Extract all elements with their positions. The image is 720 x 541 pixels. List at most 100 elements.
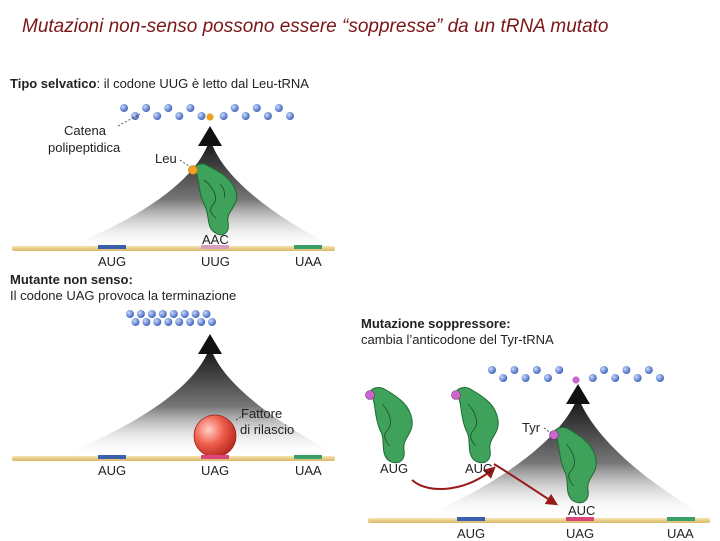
codon-uaa-mark-3 (667, 517, 695, 521)
amino-acid-bead (131, 318, 140, 326)
amino-acid-bead (274, 104, 283, 112)
amino-acid-bead (521, 374, 530, 382)
chain-terminal-leu (206, 113, 214, 121)
anticodon-bound: AUC (568, 503, 596, 518)
codon-uag-mark-3 (566, 517, 594, 521)
exit-arrowhead (198, 126, 222, 146)
amino-acid-bead (544, 374, 552, 382)
amino-acid-bead (186, 318, 195, 326)
chain-label-line2: polipeptidica (48, 140, 121, 155)
mutation-arrow (411, 466, 496, 491)
amino-acid-bead (656, 374, 664, 382)
codon-uag-3: UAG (566, 526, 595, 541)
amino-acid-bead (633, 374, 642, 382)
amino-acid-bead (142, 318, 151, 326)
codon-uug: UUG (201, 254, 230, 269)
amino-acid-bead (611, 374, 620, 382)
amino-acid-bead (147, 310, 156, 318)
codon-aug-1: AUG (98, 254, 127, 269)
tyr-trna-mutated (456, 387, 499, 464)
codon-aug-3: AUG (457, 526, 486, 541)
chain-pointer (117, 113, 141, 127)
tyr-amino-acid-bound (549, 430, 559, 440)
codon-uaa-3: UAA (667, 526, 694, 541)
suppressor-heading-line2: cambia l’anticodone del Tyr-tRNA (361, 332, 554, 347)
release-factor-label-line1: Fattore (241, 406, 283, 421)
release-factor-pointer (235, 415, 243, 421)
ribosome-cone-2 (60, 346, 340, 456)
codon-uaa-mark-1 (294, 245, 322, 249)
codon-aug-mark-2 (98, 455, 126, 459)
nonsense-heading-line2: Il codone UAG provoca la terminazione (10, 288, 237, 303)
ribosome-cone (60, 138, 340, 250)
amino-acid-bead (219, 112, 228, 120)
amino-acid-bead (175, 318, 184, 326)
amino-acid-bead (164, 104, 173, 112)
amino-acid-bead (136, 310, 145, 318)
release-factor-label-line2: di rilascio (240, 422, 295, 437)
tyr-trna-original (370, 387, 413, 464)
amino-acid-bead (241, 112, 250, 120)
amino-acid-bead (488, 366, 496, 374)
amino-acid-bead (510, 366, 519, 374)
exit-arrowhead-2 (198, 334, 222, 354)
amino-acid-bead (252, 104, 261, 112)
codon-aug-2: AUG (98, 463, 127, 478)
leu-label: Leu (155, 151, 177, 166)
nonsense-heading-line1: Mutante non senso: (10, 272, 133, 287)
wild-type-panel (12, 104, 340, 251)
exit-arrowhead-3 (566, 384, 590, 404)
codon-uaa-1: UAA (295, 254, 322, 269)
amino-acid-bead (164, 318, 173, 326)
mrna-strand-2 (12, 456, 335, 461)
amino-acid-bead (230, 104, 239, 112)
amino-acid-bead (191, 310, 200, 318)
amino-acid-bead (263, 112, 272, 120)
leu-amino-acid (188, 165, 198, 175)
suppressor-panel (365, 366, 710, 523)
codon-aug-mark-3 (457, 517, 485, 521)
codon-uaa-mark-2 (294, 455, 322, 459)
anticodon-after: AUC (465, 461, 493, 476)
codon-uag-mark-2 (201, 455, 229, 459)
codon-uag-2: UAG (201, 463, 230, 478)
amino-acid-bead (186, 104, 195, 112)
binding-arrow (493, 463, 559, 506)
codon-uaa-2: UAA (295, 463, 322, 478)
amino-acid-bead (622, 366, 631, 374)
wild-type-heading-bold: Tipo selvatico (10, 76, 97, 91)
anticodon-aac: AAC (202, 232, 229, 247)
amino-acid-bead (153, 318, 162, 326)
amino-acid-bead (197, 112, 206, 120)
polypeptide-chain-3 (488, 366, 664, 382)
amino-acid-bead (142, 104, 151, 112)
amino-acid-bead (600, 366, 608, 374)
wild-type-heading-rest: : il codone UUG è letto dal Leu-tRNA (96, 76, 309, 91)
codon-uug-mark (201, 245, 229, 249)
polypeptide-chain-2 (126, 310, 216, 326)
amino-acid-bead (555, 366, 564, 374)
amino-acid-bead (644, 366, 653, 374)
chain-label-line1: Catena (64, 123, 106, 138)
amino-acid-bead (588, 374, 597, 382)
amino-acid-bead (197, 318, 206, 326)
amino-acid-bead (131, 112, 140, 120)
slide-title: Mutazioni non-senso possono essere “sopp… (22, 16, 609, 37)
amino-acid-bead (202, 310, 211, 318)
codon-aug-mark-1 (98, 245, 126, 249)
wild-type-heading: Tipo selvatico: il codone UUG è letto da… (10, 76, 309, 91)
suppressor-heading-line1: Mutazione soppressore: (361, 316, 511, 331)
polypeptide-chain (120, 104, 294, 120)
release-factor-sphere (193, 414, 237, 458)
mrna-strand-1 (12, 246, 335, 251)
tyr-amino-acid-2 (451, 390, 461, 400)
amino-acid-bead (532, 366, 541, 374)
mrna-strand-3 (368, 518, 710, 523)
chain-terminal-tyr (572, 376, 580, 384)
amino-acid-bead (120, 104, 128, 112)
amino-acid-bead (208, 318, 216, 326)
amino-acid-bead (169, 310, 178, 318)
amino-acid-bead (158, 310, 167, 318)
